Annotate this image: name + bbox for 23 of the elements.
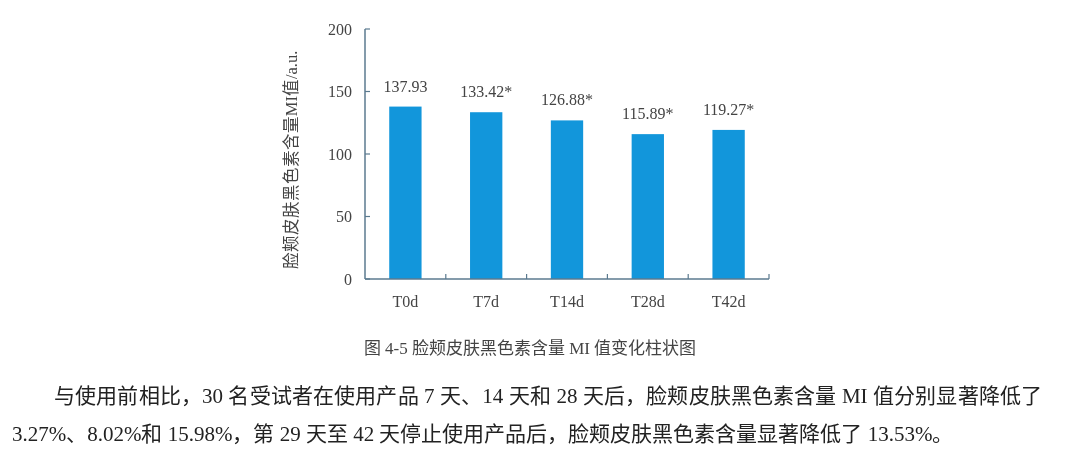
y-tick-label: 200 (328, 20, 352, 38)
x-tick-label: T28d (630, 292, 665, 310)
x-tick-label: T7d (473, 292, 500, 310)
text: 图 4-5 脸颊皮肤黑色素含量 MI 值变化柱状图 (363, 338, 697, 358)
y-tick-label: 50 (336, 208, 352, 225)
data-label: 126.88* (541, 91, 593, 109)
y-axis-title: 脸颊皮肤黑色素含量MI值/a.u. (281, 50, 301, 270)
x-tick-label: T14d (550, 292, 584, 310)
data-label: 137.93 (383, 77, 428, 95)
y-tick-label: 0 (344, 270, 352, 288)
data-label: 119.27* (702, 100, 755, 118)
y-tick-label: 150 (328, 83, 352, 100)
data-label: 115.89* (622, 105, 674, 123)
text: 与使用前相比，30 名受试者在使用产品 7 天、14 天和 28 天后，脸颊皮肤黑色素含量 MI 值分别显著降低了 3.27%、8.02%和 15.98%，第 29 天至 42 天停止使用产品后，脸颊皮肤黑色素含量显著降低了 13.53%。 (12, 383, 1042, 448)
bar (389, 106, 422, 279)
data-label: 133.42* (460, 83, 513, 101)
bar (631, 134, 664, 279)
bar (550, 120, 584, 279)
y-tick-label: 100 (328, 145, 352, 163)
x-tick-label: T42d (711, 292, 746, 310)
bar (712, 129, 745, 279)
x-tick-label: T0d (392, 292, 419, 310)
bar (470, 112, 503, 279)
